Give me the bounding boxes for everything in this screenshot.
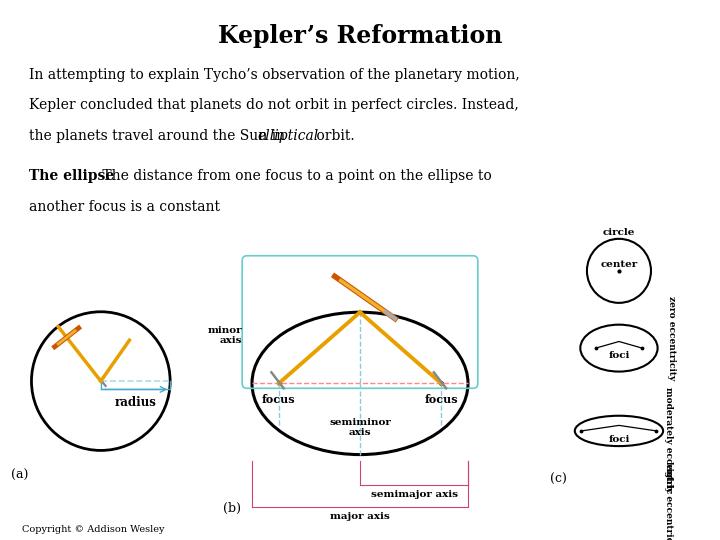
Text: radius: radius [114, 396, 156, 409]
Text: Kepler concluded that planets do not orbit in perfect circles. Instead,: Kepler concluded that planets do not orb… [29, 98, 518, 112]
Text: (c): (c) [550, 473, 567, 486]
Text: focus: focus [424, 394, 458, 406]
Text: zero eccentricity: zero eccentricity [667, 296, 676, 380]
Text: circle: circle [603, 228, 635, 237]
Text: Copyright © Addison Wesley: Copyright © Addison Wesley [22, 524, 164, 534]
Text: semimajor axis: semimajor axis [371, 490, 457, 499]
Text: (a): (a) [11, 469, 28, 482]
Text: semiminor
axis: semiminor axis [329, 418, 391, 437]
Text: (b): (b) [222, 502, 240, 515]
Text: Kepler’s Reformation: Kepler’s Reformation [218, 24, 502, 48]
Text: foci: foci [608, 435, 630, 444]
Text: highly eccentric: highly eccentric [664, 461, 673, 540]
Text: orbit.: orbit. [312, 129, 354, 143]
Text: another focus is a constant: another focus is a constant [29, 200, 220, 214]
Text: The ellipse: The ellipse [29, 169, 114, 183]
Text: the planets travel around the Sun in: the planets travel around the Sun in [29, 129, 289, 143]
Text: In attempting to explain Tycho’s observation of the planetary motion,: In attempting to explain Tycho’s observa… [29, 68, 520, 82]
Text: elliptical: elliptical [258, 129, 319, 143]
Text: moderately eccentric: moderately eccentric [664, 387, 673, 493]
Text: major axis: major axis [330, 512, 390, 521]
Text: The distance from one focus to a point on the ellipse to: The distance from one focus to a point o… [98, 169, 492, 183]
Text: foci: foci [608, 351, 630, 360]
Text: focus: focus [262, 394, 296, 406]
Text: minor
axis: minor axis [207, 326, 242, 345]
Text: center: center [600, 260, 638, 269]
